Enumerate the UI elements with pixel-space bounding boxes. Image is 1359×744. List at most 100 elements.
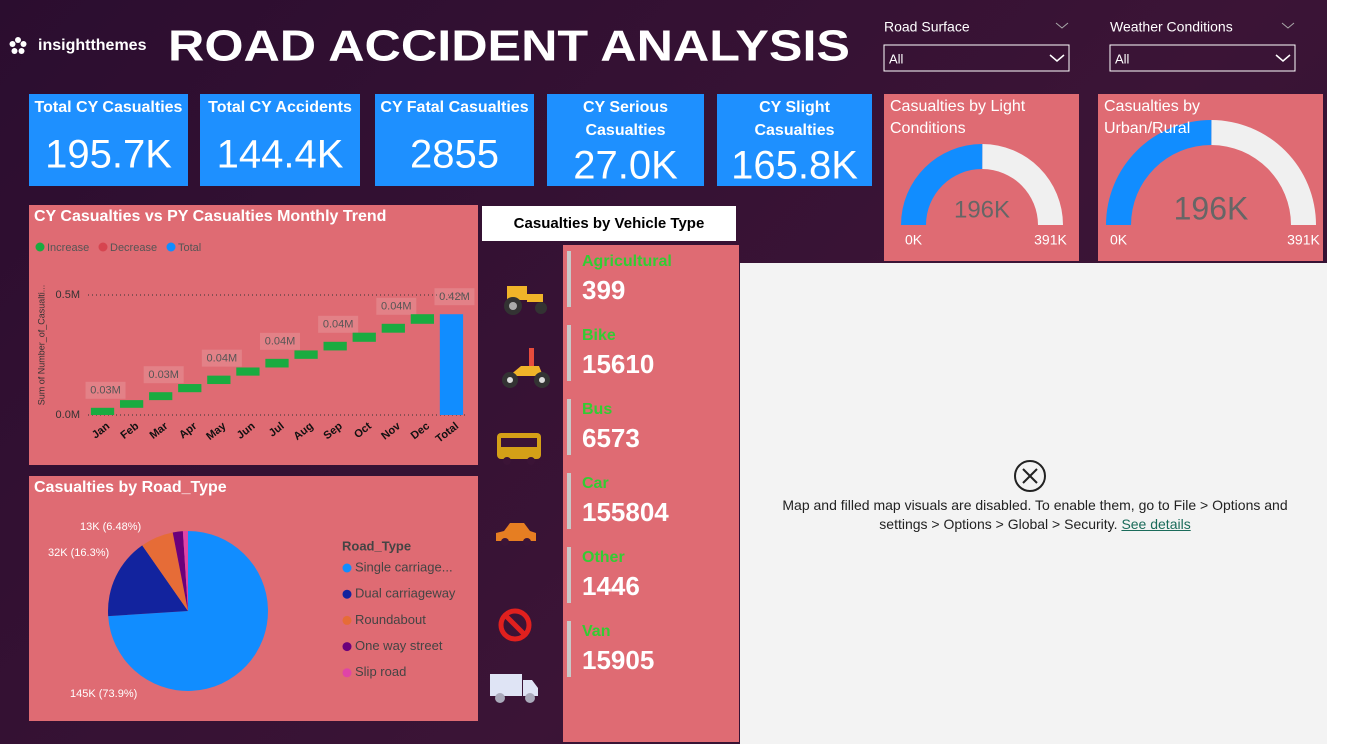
vehicle-divider bbox=[567, 547, 571, 603]
pie-slice bbox=[182, 531, 188, 611]
vehicle-name: Car bbox=[582, 475, 609, 492]
y-axis-label: Sum of Number_of_Casualti... bbox=[36, 285, 46, 406]
kpi-label: CY Fatal Casualties bbox=[380, 99, 529, 116]
gauge-value: 196K bbox=[1174, 190, 1249, 226]
bike-icon bbox=[502, 348, 550, 388]
label-box bbox=[376, 297, 417, 315]
legend-label: Roundabout bbox=[355, 612, 426, 627]
data-label: 32K (16.3%) bbox=[48, 547, 109, 559]
bar bbox=[149, 392, 173, 401]
bar bbox=[352, 332, 376, 342]
gauge-tick-label: 391K bbox=[1034, 232, 1067, 248]
legend-label: Total bbox=[178, 242, 201, 254]
legend-dot bbox=[35, 242, 45, 252]
legend-title: Road_Type bbox=[342, 538, 411, 553]
label-box bbox=[201, 349, 242, 367]
y-tick-label: 0.5M bbox=[56, 289, 80, 301]
notice-link[interactable]: See details bbox=[1121, 516, 1191, 532]
dropdown[interactable] bbox=[1109, 44, 1296, 72]
vehicle-value: 155804 bbox=[582, 497, 669, 527]
legend-dot bbox=[342, 563, 352, 573]
filter-label: Weather Conditions bbox=[1110, 19, 1233, 35]
legend-label: One way street bbox=[355, 638, 443, 653]
bar bbox=[323, 341, 347, 351]
legend-dot bbox=[166, 242, 176, 252]
disabled-icon bbox=[1014, 460, 1046, 492]
data-label: 0.03M bbox=[90, 385, 121, 397]
filter-label: Road Surface bbox=[884, 19, 970, 35]
gauge-title: Casualties by Light Conditions bbox=[890, 98, 1026, 137]
dropdown-value: All bbox=[1115, 51, 1130, 66]
notice-text: Map and filled map visuals are disabled.… bbox=[782, 497, 1288, 532]
gauge-value: 196K bbox=[954, 196, 1010, 223]
kpi-card bbox=[29, 94, 188, 186]
dropdown[interactable] bbox=[883, 44, 1070, 72]
bar bbox=[410, 314, 435, 324]
bar bbox=[265, 358, 289, 368]
legend-dot bbox=[342, 642, 352, 652]
gauge-track bbox=[1211, 120, 1316, 225]
tractor-icon bbox=[504, 286, 547, 315]
legend-dot bbox=[98, 242, 108, 252]
vehicle-value: 15905 bbox=[582, 645, 654, 675]
kpi-label: CY Serious Casualties bbox=[582, 99, 669, 139]
chevron bbox=[1049, 54, 1065, 62]
vehicle-divider bbox=[567, 473, 571, 529]
label-box bbox=[260, 332, 300, 350]
kpi-value: 27.0K bbox=[573, 144, 678, 188]
data-label: 13K (6.48%) bbox=[80, 521, 141, 533]
legend-label: Single carriage... bbox=[355, 559, 453, 574]
y-tick-label: 0.0M bbox=[56, 409, 80, 421]
page-title: ROAD ACCIDENT ANALYSIS bbox=[168, 22, 850, 71]
kpi-value: 2855 bbox=[410, 133, 499, 177]
label-box bbox=[143, 366, 184, 384]
chart-title: Casualties by Road_Type bbox=[34, 479, 227, 496]
gauge-track bbox=[982, 144, 1063, 225]
scroll-area bbox=[1327, 0, 1359, 744]
bar bbox=[439, 314, 464, 415]
pie-slice bbox=[142, 532, 188, 611]
truck-icon bbox=[490, 674, 538, 703]
vehicle-name: Bike bbox=[582, 327, 616, 344]
vehicle-divider bbox=[567, 325, 571, 381]
data-label: 145K (73.9%) bbox=[70, 688, 137, 700]
bar bbox=[294, 350, 318, 359]
chevron bbox=[1275, 54, 1291, 62]
bar bbox=[90, 407, 115, 415]
kpi-card bbox=[375, 94, 534, 186]
vehicle-value: 399 bbox=[582, 275, 625, 305]
legend-dot bbox=[342, 668, 352, 678]
chevron bbox=[1281, 22, 1295, 29]
data-label: 0.42M bbox=[439, 291, 470, 303]
map-area bbox=[740, 263, 1327, 744]
kpi-card bbox=[547, 94, 704, 186]
bus-icon bbox=[497, 433, 541, 465]
kpi-value: 165.8K bbox=[731, 144, 858, 188]
gauge-title: Casualties by Urban/Rural bbox=[1104, 98, 1201, 137]
chart-title: CY Casualties vs PY Casualties Monthly T… bbox=[34, 208, 387, 225]
label-box bbox=[434, 288, 475, 306]
kpi-card bbox=[717, 94, 872, 186]
data-label: 0.04M bbox=[265, 336, 296, 348]
gauge-tick-label: 0K bbox=[1110, 232, 1128, 248]
car-icon bbox=[496, 523, 536, 546]
vehicle-name: Van bbox=[582, 623, 610, 640]
kpi-value: 195.7K bbox=[45, 133, 172, 177]
dropdown-value: All bbox=[889, 51, 904, 66]
vehicle-panel bbox=[563, 245, 739, 742]
chevron bbox=[1055, 22, 1069, 29]
bar bbox=[236, 367, 260, 376]
label-box bbox=[85, 381, 126, 399]
bar bbox=[381, 323, 405, 333]
logo bbox=[9, 37, 27, 54]
gauge-fill bbox=[901, 143, 983, 225]
pie-slice bbox=[172, 531, 188, 611]
map-notice: Map and filled map visuals are disabled.… bbox=[760, 496, 1310, 534]
gauge-fill bbox=[1106, 119, 1212, 225]
legend-label: Dual carriageway bbox=[355, 586, 456, 601]
vehicle-value: 6573 bbox=[582, 423, 640, 453]
legend-label: Increase bbox=[47, 242, 89, 254]
vehicle-divider bbox=[567, 399, 571, 455]
legend-label: Decrease bbox=[110, 242, 157, 254]
